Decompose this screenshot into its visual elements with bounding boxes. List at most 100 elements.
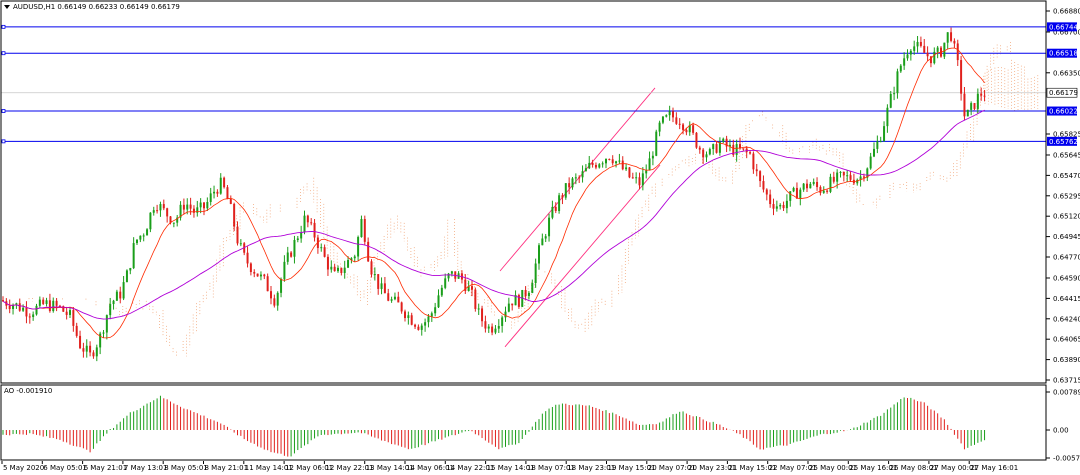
time-tick-label: 15 May 14:01 [487, 464, 535, 472]
candle-body [832, 176, 835, 182]
time-tick-label: 22 May 07:01 [769, 464, 817, 472]
candle-body [337, 267, 339, 272]
candle-body [162, 204, 165, 209]
candle-body [876, 141, 879, 149]
candle-body [286, 252, 289, 262]
candle-body [517, 294, 520, 307]
candle-body [427, 316, 430, 323]
candle-body [906, 54, 909, 59]
candle-body [45, 300, 48, 304]
candle-body [229, 199, 232, 204]
candle-body [574, 177, 577, 179]
candle-body [819, 187, 822, 193]
candle-body [527, 292, 530, 297]
candle-body [976, 93, 979, 109]
price-tick-label: 0.66350 [1053, 69, 1080, 77]
indicator-title: AO -0.001910 [4, 387, 52, 395]
candle-body [551, 206, 554, 218]
candle-body [105, 315, 108, 333]
candle-body [139, 235, 142, 240]
candle-body [373, 274, 376, 276]
level-price-tag [1047, 106, 1077, 116]
candle-body [216, 191, 219, 194]
channel-lower-line[interactable] [504, 164, 661, 348]
candle-body [688, 125, 691, 133]
candle-body [440, 287, 443, 296]
level-handle[interactable] [1, 109, 6, 113]
candle-body [806, 183, 808, 189]
candle-body [347, 260, 350, 268]
candle-body [270, 291, 272, 299]
level-handle[interactable] [1, 24, 6, 29]
horizontal-levels[interactable] [1, 24, 1046, 144]
candle-body [779, 204, 782, 207]
candle-body [554, 206, 557, 212]
candle-body [739, 144, 741, 149]
candle-body [836, 172, 839, 182]
level-price-label: 0.66744 [1049, 23, 1078, 31]
candle-body [182, 204, 185, 210]
candle-body [109, 304, 112, 316]
candle-body [816, 181, 819, 188]
candle-body [752, 153, 755, 170]
current-price-label: 0.66179 [1049, 89, 1078, 97]
level-handle[interactable] [1, 51, 6, 56]
candle-body [192, 208, 195, 213]
candle-body [296, 238, 299, 240]
chart-title: AUDUSD,H1 0.66149 0.66233 0.66149 0.6617… [13, 3, 180, 11]
ma-fast-line [2, 47, 985, 339]
candle-body [437, 295, 440, 308]
candle-body [645, 170, 648, 174]
ind-tick-label: 0.00 [1053, 427, 1069, 435]
level-price-tag [1047, 136, 1077, 146]
candlesticks [2, 27, 986, 362]
candle-body [980, 93, 983, 96]
candle-body [256, 273, 259, 277]
candle-body [873, 148, 875, 157]
candle-body [467, 286, 470, 291]
time-tick-label: 20 May 23:01 [688, 464, 736, 472]
candle-body [558, 195, 561, 212]
candle-body [169, 216, 172, 224]
candle-body [802, 183, 805, 190]
candle-body [568, 183, 571, 188]
candle-body [869, 156, 872, 169]
candle-body [698, 147, 701, 150]
candle-body [668, 111, 671, 116]
level-handle[interactable] [1, 139, 6, 144]
candle-body [504, 311, 507, 318]
candle-body [631, 177, 634, 179]
candle-body [310, 222, 313, 224]
candle-body [236, 226, 239, 244]
candle-body [728, 144, 731, 147]
candle-body [253, 272, 256, 274]
candle-body [69, 310, 71, 315]
dropdown-triangle-icon[interactable] [4, 5, 10, 9]
candle-body [464, 279, 467, 291]
candle-body [933, 51, 936, 64]
candle-body [507, 303, 510, 312]
candle-body [377, 274, 380, 289]
time-tick-label: 20 May 07:01 [648, 464, 696, 472]
trend-channel[interactable] [499, 87, 661, 348]
channel-upper-line[interactable] [499, 87, 656, 272]
candle-body [497, 325, 500, 329]
candle-body [648, 158, 651, 171]
candle-body [588, 162, 591, 169]
candle-body [471, 286, 473, 290]
candle-body [35, 305, 38, 315]
candle-body [973, 103, 976, 109]
candle-body [320, 247, 323, 249]
price-tick-label: 0.65470 [1053, 172, 1080, 180]
candle-body [970, 103, 973, 110]
candle-body [514, 294, 517, 306]
candle-body [692, 125, 695, 133]
candle-body [18, 303, 21, 311]
candle-body [283, 261, 286, 280]
ma-slow-line [2, 109, 985, 320]
candle-body [223, 177, 226, 188]
candle-body [166, 208, 169, 217]
ind-tick-label: 0.007897 [1053, 389, 1080, 397]
candle-body [899, 65, 902, 72]
